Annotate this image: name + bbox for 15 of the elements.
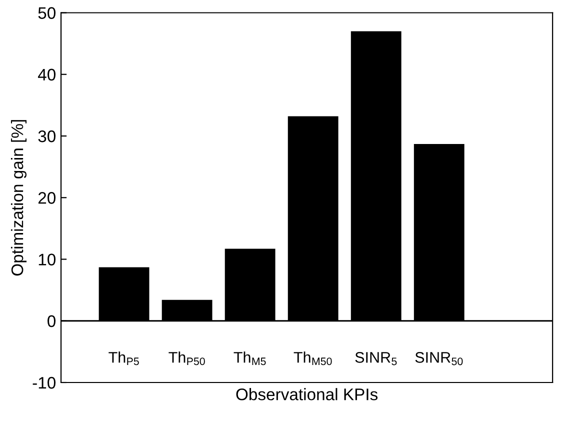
y-tick-label: 50 — [38, 7, 56, 19]
x-tick-label: SINR$_{5}$ — [355, 352, 397, 366]
y-tick-label: -10 — [32, 376, 56, 389]
x-axis-title: Observational KPIs — [236, 388, 378, 400]
y-tick-label: 20 — [38, 192, 56, 204]
x-tick-label: Th$_{M50}$ — [294, 352, 332, 366]
x-tick-label: Th$_{P50}$ — [168, 352, 205, 366]
y-axis-title: Optimization gain [%] — [10, 120, 27, 276]
y-tick-label: 40 — [38, 68, 56, 81]
y-tick-label: 0 — [48, 315, 56, 328]
x-tick-label: Th$_{P5}$ — [108, 352, 139, 366]
x-tick-label: SINR$_{50}$ — [415, 352, 463, 366]
y-tick-label: 10 — [38, 254, 56, 266]
y-tick-label: 30 — [38, 130, 56, 142]
x-tick-label: Th$_{M5}$ — [234, 352, 266, 366]
